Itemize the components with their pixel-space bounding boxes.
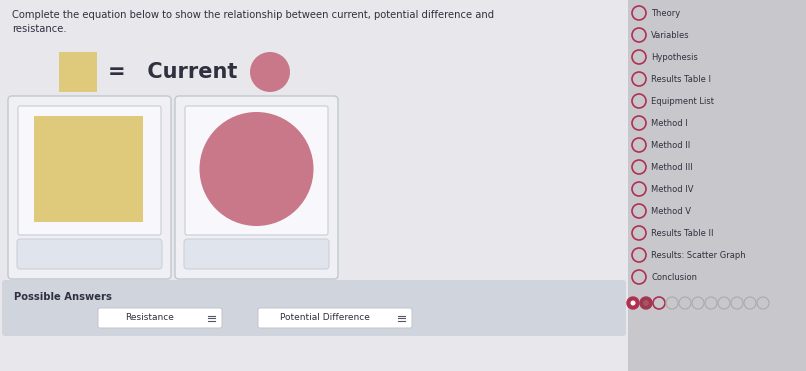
Text: Resistance: Resistance [126,313,174,322]
FancyBboxPatch shape [18,106,161,235]
FancyBboxPatch shape [2,280,626,336]
Text: Results Table II: Results Table II [651,229,713,237]
FancyBboxPatch shape [628,0,806,371]
Text: Method V: Method V [651,207,691,216]
Text: =   Current  x: = Current x [108,62,265,82]
Text: Complete the equation below to show the relationship between current, potential : Complete the equation below to show the … [12,10,494,20]
Text: Method II: Method II [651,141,690,150]
FancyBboxPatch shape [98,308,222,328]
Text: Method IV: Method IV [651,184,693,194]
FancyBboxPatch shape [185,106,328,235]
Text: Potential Difference: Potential Difference [280,313,370,322]
Text: Method I: Method I [651,118,688,128]
Text: Results Table I: Results Table I [651,75,711,83]
FancyBboxPatch shape [34,116,143,222]
Circle shape [630,301,635,305]
Ellipse shape [200,112,314,226]
Text: Theory: Theory [651,9,680,17]
FancyBboxPatch shape [258,308,412,328]
Circle shape [250,52,290,92]
FancyBboxPatch shape [8,96,171,279]
Text: Equipment List: Equipment List [651,96,714,105]
Text: Conclusion: Conclusion [651,273,697,282]
FancyBboxPatch shape [17,239,162,269]
Text: Variables: Variables [651,30,690,39]
FancyBboxPatch shape [175,96,338,279]
Circle shape [627,297,639,309]
Text: resistance.: resistance. [12,24,67,34]
Text: Results: Scatter Graph: Results: Scatter Graph [651,250,746,259]
Text: Hypothesis: Hypothesis [651,53,698,62]
FancyBboxPatch shape [184,239,329,269]
FancyBboxPatch shape [59,52,97,92]
Text: Method III: Method III [651,162,692,171]
Text: Possible Answers: Possible Answers [14,292,112,302]
Circle shape [640,297,652,309]
FancyBboxPatch shape [0,0,628,371]
Circle shape [643,300,649,306]
